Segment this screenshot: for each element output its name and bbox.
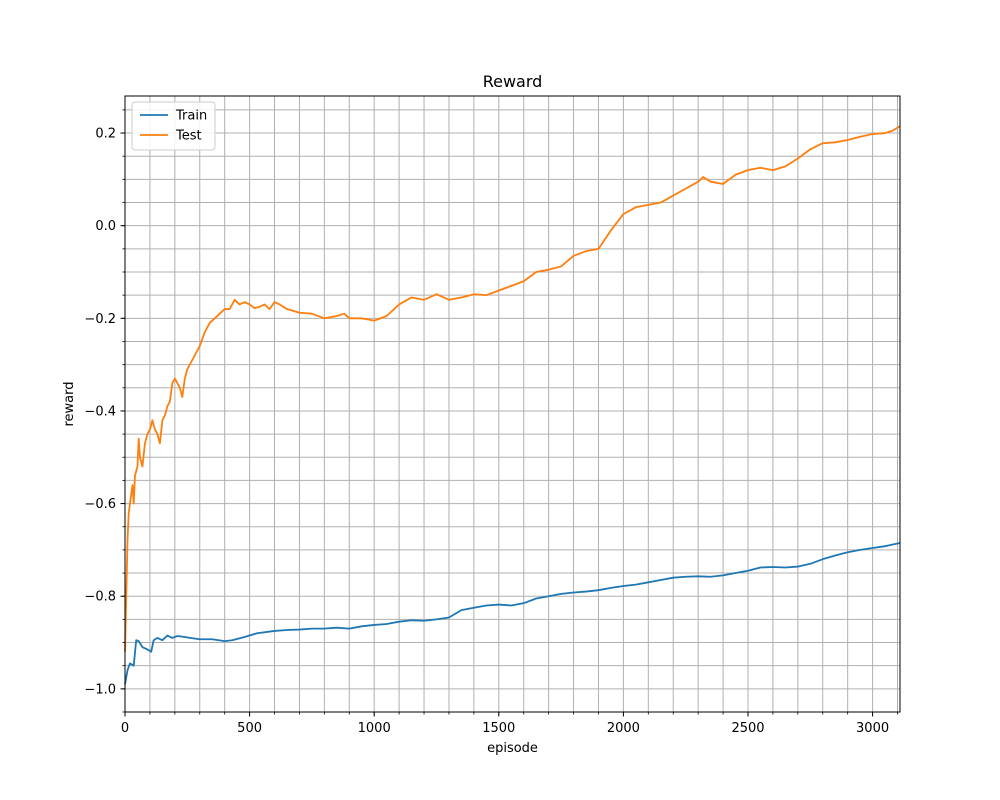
x-tick-label: 3000 (856, 721, 889, 736)
grid (124, 96, 900, 713)
y-tick-label: −0.8 (84, 590, 116, 605)
x-tick-label: 0 (121, 721, 129, 736)
y-tick-label: −1.0 (84, 682, 116, 697)
x-tick-label: 1000 (358, 721, 391, 736)
legend: Train Test (131, 101, 216, 151)
x-tick-label: 500 (237, 721, 262, 736)
plot-frame (124, 95, 901, 713)
x-tick-label: 2000 (607, 721, 640, 736)
y-axis-label: reward (62, 381, 77, 426)
legend-box (131, 101, 216, 151)
series-group (124, 125, 901, 685)
x-axis-label: episode (487, 741, 538, 756)
y-tick-label: 0.0 (95, 219, 116, 234)
y-tick-label: 0.2 (95, 127, 116, 142)
legend-label-train: Train (175, 109, 207, 124)
x-tick-label: 1500 (482, 721, 515, 736)
y-tick-label: −0.6 (84, 497, 116, 512)
chart-title: Reward (483, 72, 543, 91)
series-line-train (124, 542, 901, 685)
x-tick-label: 2500 (731, 721, 764, 736)
legend-label-test: Test (175, 129, 202, 144)
y-tick-label: −0.2 (84, 312, 116, 327)
series-line-test (124, 125, 901, 652)
y-tick-label: −0.4 (84, 404, 116, 419)
ticks: 0 500 1000 1500 2000 2500 3000 −1.0 −0.8 −0.6 −0.4… (84, 109, 898, 736)
